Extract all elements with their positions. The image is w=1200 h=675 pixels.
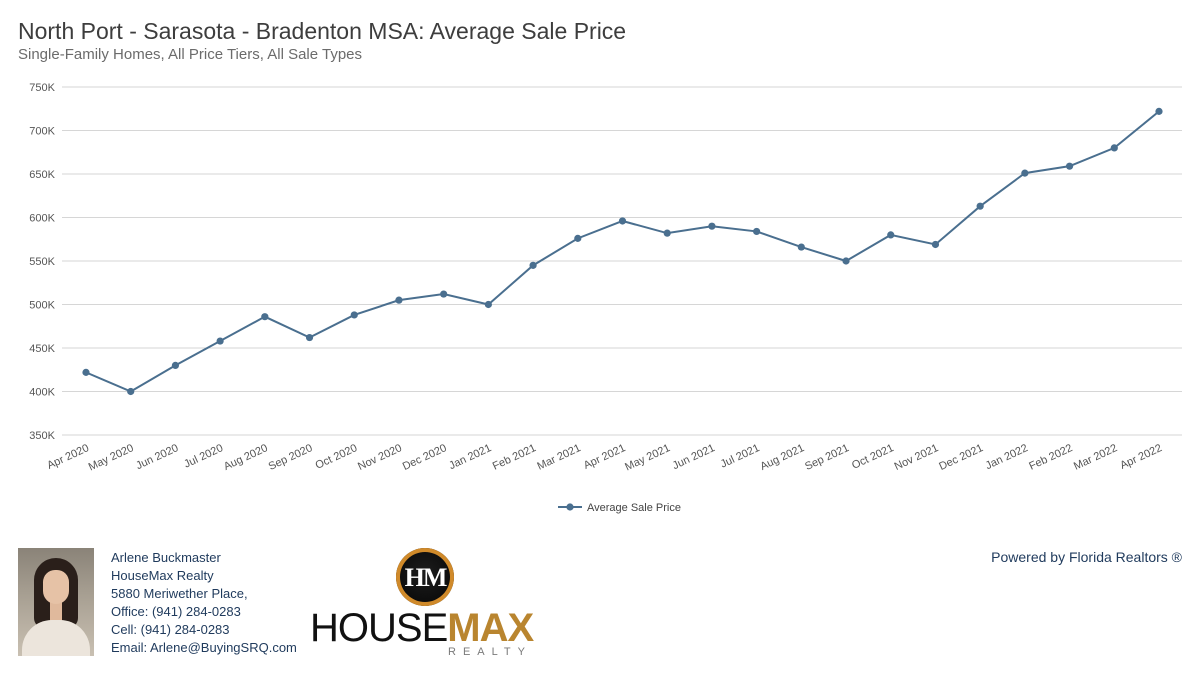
x-tick-label: Mar 2022 [1072, 442, 1119, 473]
x-tick-label: Nov 2020 [356, 442, 404, 473]
legend-marker [566, 503, 574, 511]
chart-title: North Port - Sarasota - Bradenton MSA: A… [18, 18, 627, 44]
data-point [663, 229, 671, 237]
data-point [171, 361, 180, 369]
agent-contact-block: Arlene Buckmaster HouseMax Realty 5880 M… [111, 549, 297, 657]
housemax-logo: HM HOUSEMAX REALTY [310, 548, 542, 660]
x-tick-label: Oct 2021 [850, 442, 896, 472]
x-tick-label: Jan 2022 [984, 442, 1030, 472]
legend-label: Average Sale Price [587, 502, 681, 514]
agent-name: Arlene Buckmaster [111, 550, 221, 565]
data-point [305, 333, 314, 342]
data-point [842, 257, 850, 265]
x-tick-label: Apr 2022 [1118, 442, 1164, 472]
data-point [395, 296, 403, 304]
line-chart: 350K 400K 450K 500K 550K 600K 650K 700K 750K Apr … [29, 82, 1182, 514]
x-tick-label: Apr 2020 [45, 442, 91, 472]
agent-photo [18, 548, 94, 656]
x-tick-label: May 2021 [623, 442, 672, 473]
data-point [708, 222, 716, 230]
x-tick-label: Oct 2020 [314, 442, 360, 472]
data-point [618, 217, 627, 225]
y-tick-label: 500K [29, 300, 55, 312]
logo-emblem: HM [396, 548, 454, 606]
data-point [127, 387, 135, 396]
x-tick-label: Aug 2020 [222, 442, 270, 473]
x-tick-label: Dec 2021 [937, 442, 985, 473]
x-tick-label: Jan 2021 [447, 442, 493, 472]
data-point [82, 368, 90, 376]
agent-cell-phone: Cell: (941) 284-0283 [111, 622, 230, 637]
x-tick-label: Apr 2021 [582, 442, 628, 472]
x-tick-label: Mar 2021 [535, 442, 582, 473]
series-line [85, 110, 1160, 393]
agent-email: Email: Arlene@BuyingSRQ.com [111, 640, 297, 655]
data-point [887, 231, 895, 239]
data-point [574, 234, 582, 242]
logo-subtext: REALTY [448, 646, 532, 658]
agent-brokerage: HouseMax Realty [111, 568, 214, 583]
data-point [753, 227, 761, 236]
legend: Average Sale Price [558, 502, 681, 514]
data-point [797, 243, 805, 251]
data-point [1110, 144, 1118, 152]
data-point [216, 337, 224, 345]
x-tick-label: Sep 2021 [803, 442, 851, 473]
x-tick-label: Jul 2020 [182, 442, 225, 470]
data-point [1155, 107, 1163, 115]
y-tick-label: 650K [29, 169, 55, 181]
logo-wordmark: HOUSEMAX [310, 606, 534, 651]
y-tick-label: 750K [29, 82, 55, 94]
x-tick-label: Sep 2020 [267, 442, 315, 473]
x-tick-label: Nov 2021 [893, 442, 941, 473]
y-tick-label: 700K [29, 126, 55, 138]
x-tick-label: Jun 2021 [671, 442, 717, 472]
agent-office-phone: Office: (941) 284-0283 [111, 604, 241, 619]
data-point [350, 311, 358, 319]
x-tick-label: Aug 2021 [758, 442, 806, 473]
x-tick-label: May 2020 [87, 442, 136, 473]
data-point [1021, 169, 1029, 177]
powered-by-link[interactable]: Powered by Florida Realtors ® [991, 549, 1182, 565]
x-tick-label: Feb 2022 [1027, 442, 1074, 473]
logo-word-max: MAX [447, 606, 534, 650]
x-tick-label: Dec 2020 [401, 442, 449, 473]
y-tick-label: 600K [29, 213, 55, 225]
y-tick-label: 550K [29, 256, 55, 268]
data-point [1065, 162, 1074, 170]
data-point [529, 261, 537, 269]
y-tick-label: 350K [29, 430, 55, 442]
x-tick-label: Jun 2020 [134, 442, 180, 472]
data-point [484, 300, 492, 309]
data-point [261, 313, 269, 321]
agent-address: 5880 Meriwether Place, [111, 586, 248, 601]
chart-subtitle: Single-Family Homes, All Price Tiers, Al… [18, 46, 363, 63]
data-point [440, 290, 448, 298]
y-tick-label: 450K [29, 343, 55, 355]
x-tick-label: Feb 2021 [491, 442, 538, 473]
data-point [931, 240, 940, 249]
y-tick-label: 400K [29, 387, 55, 399]
logo-monogram: HM [404, 563, 448, 592]
logo-word-house: HOUSE [310, 606, 448, 650]
data-point [976, 202, 984, 210]
x-tick-label: Jul 2021 [719, 442, 762, 470]
